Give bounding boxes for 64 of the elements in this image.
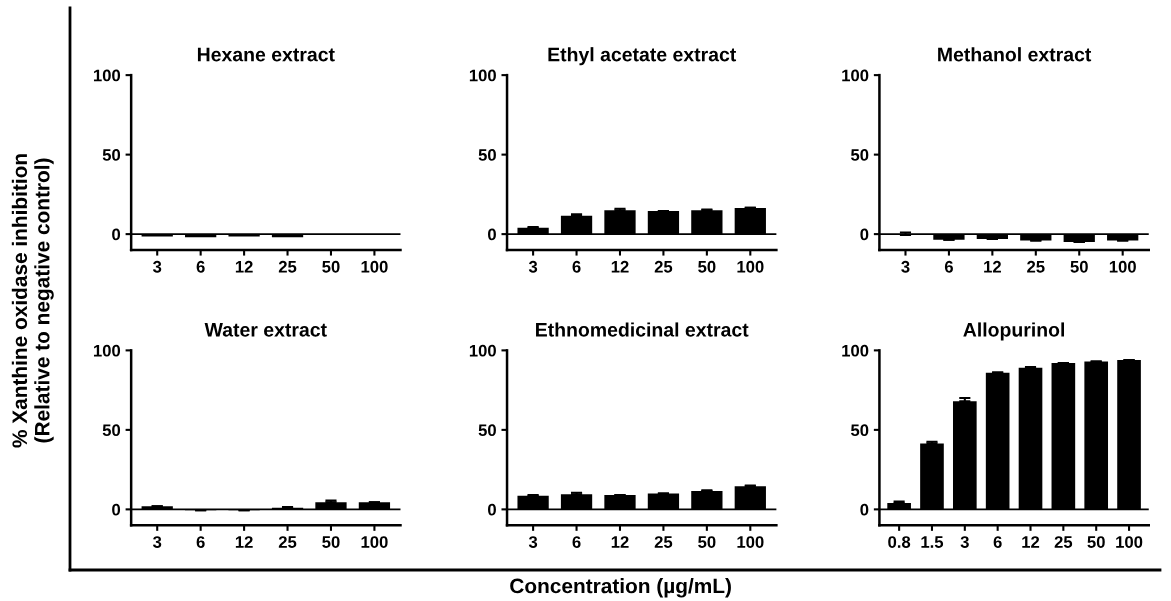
y-tick-label: 50 <box>850 424 869 437</box>
x-tick-label: 100 <box>1116 536 1143 548</box>
chart-title: Water extract <box>204 323 327 337</box>
x-tick-label: 12 <box>235 260 253 273</box>
y-tick-label: 50 <box>478 149 496 161</box>
x-tick-label: 100 <box>361 536 388 548</box>
y-tick-label: 0 <box>860 503 869 516</box>
x-tick-label: 6 <box>572 536 581 548</box>
y-tick-label: 50 <box>850 149 869 161</box>
x-tick-label: 100 <box>737 536 764 548</box>
x-tick-label: 12 <box>984 260 1001 273</box>
chart-title: Ethyl acetate extract <box>548 47 737 66</box>
y-tick-label: 0 <box>112 228 121 241</box>
chart-title: Hexane extract <box>197 47 335 62</box>
y-tick-label: 50 <box>478 424 496 437</box>
y-axis-title: % Xanthine oxidase inhibition (Relative to negative control) <box>11 154 54 448</box>
x-tick-label: 12 <box>611 536 629 548</box>
x-tick-label: 3 <box>152 260 162 273</box>
x-tick-label: 50 <box>1070 260 1088 273</box>
x-tick-label: 50 <box>698 536 716 548</box>
chart-title: Methanol extract <box>938 47 1092 62</box>
x-tick-label: 12 <box>1022 536 1040 548</box>
chart-title: Ethnomedicinal extract <box>536 322 749 337</box>
y-tick-label: 0 <box>488 228 496 241</box>
y-tick-label: 50 <box>102 149 121 161</box>
x-axis-title: Concentration (µg/mL) <box>510 578 731 598</box>
y-tick-label: 100 <box>842 344 869 357</box>
y-tick-label: 50 <box>102 424 121 437</box>
x-tick-label: 3 <box>528 260 538 273</box>
x-tick-label: 6 <box>196 536 205 548</box>
y-tick-label: 100 <box>469 344 496 357</box>
x-tick-label: 3 <box>152 536 162 548</box>
chart-title: Allopurinol <box>963 322 1065 341</box>
x-tick-label: 3 <box>528 536 538 548</box>
x-tick-label: 25 <box>654 260 673 273</box>
y-tick-label: 100 <box>842 69 869 82</box>
x-tick-label: 3 <box>960 536 969 548</box>
y-tick-label: 100 <box>93 69 121 82</box>
y-tick-label: 100 <box>469 69 496 82</box>
x-tick-label: 0.8 <box>888 536 911 548</box>
x-tick-label: 50 <box>322 260 340 273</box>
x-tick-label: 25 <box>654 536 673 548</box>
x-tick-label: 100 <box>1109 260 1136 273</box>
x-tick-label: 25 <box>1054 536 1073 548</box>
x-tick-label: 6 <box>572 260 581 273</box>
x-tick-label: 12 <box>611 260 629 273</box>
y-tick-label: 100 <box>93 344 121 357</box>
x-tick-label: 1.5 <box>921 536 944 548</box>
y-tick-label: 0 <box>112 503 121 516</box>
x-tick-label: 25 <box>278 260 297 273</box>
x-tick-label: 50 <box>698 260 716 273</box>
x-tick-label: 25 <box>1027 260 1045 273</box>
y-tick-label: 0 <box>860 228 869 241</box>
x-tick-label: 12 <box>235 536 253 548</box>
x-tick-label: 25 <box>278 536 297 548</box>
x-tick-label: 100 <box>361 260 388 273</box>
x-tick-label: 100 <box>737 260 764 273</box>
x-tick-label: 50 <box>322 536 340 548</box>
x-tick-label: 50 <box>1087 536 1105 548</box>
x-tick-label: 6 <box>993 536 1002 548</box>
x-tick-label: 6 <box>196 260 205 273</box>
y-tick-label: 0 <box>488 503 496 516</box>
x-tick-label: 6 <box>944 260 953 273</box>
x-tick-label: 3 <box>901 260 910 273</box>
